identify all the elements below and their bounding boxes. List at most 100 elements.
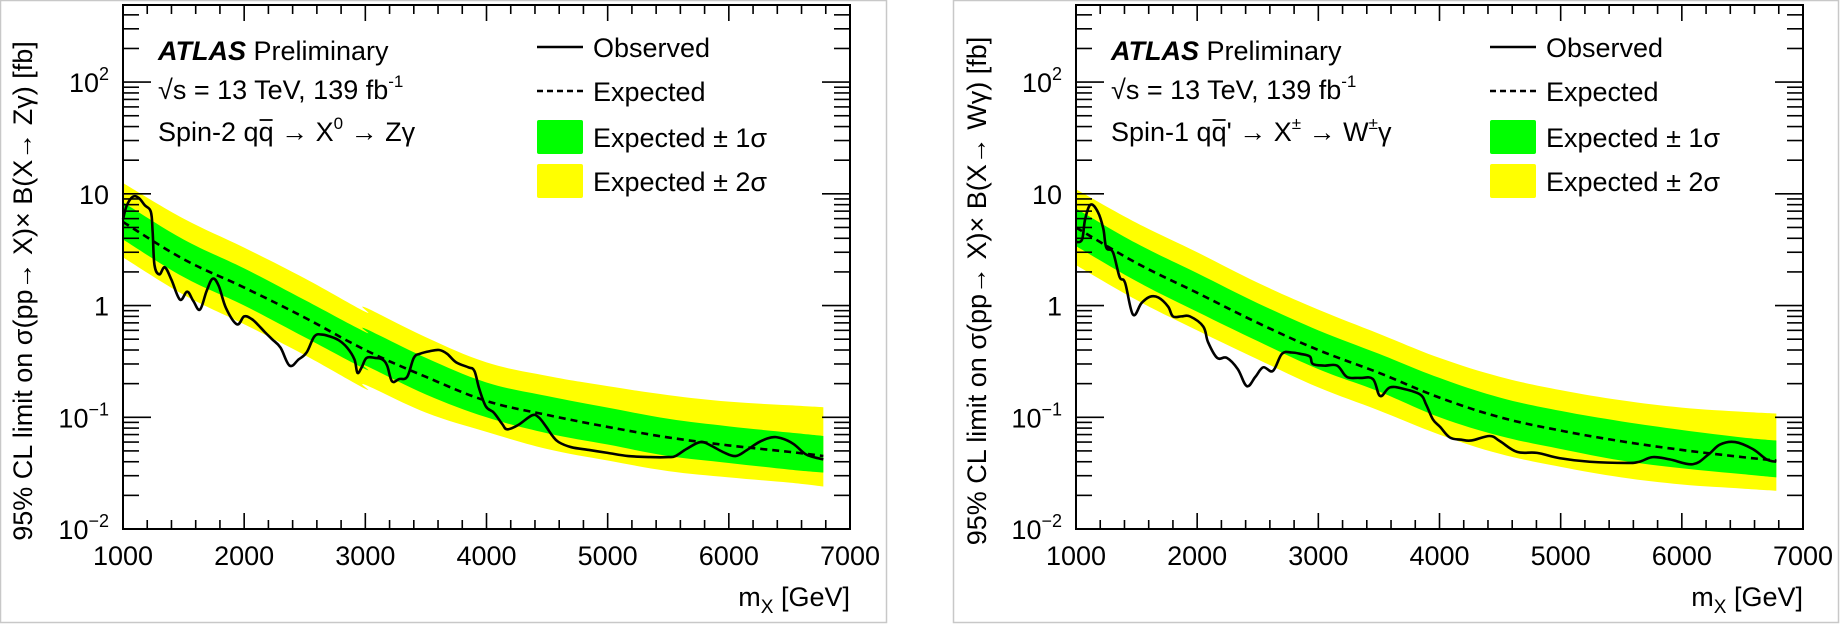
lines-layer [121,194,824,461]
panel-border [0,0,888,624]
y-tick-label: 102 [69,64,109,98]
process-arrow: → X [274,117,334,147]
y-tick-exponent: −2 [1041,511,1062,531]
atlas-label: ATLAS Preliminary [157,36,389,66]
legend: Observed Expected Expected ± 1σ Expected ± … [537,33,767,198]
y-tick-label: 10−2 [58,511,109,545]
legend-label: Observed [593,33,710,63]
labels-layer: 1000 2000 3000 4000 5000 6000 700010−210−11101… [8,33,880,618]
legend-label: Expected ± 1σ [1546,123,1720,153]
y-tick-exponent: 2 [1052,64,1062,84]
x-tick-label: 4000 [456,541,516,571]
energy-lumi-text: √s = 13 TeV, 139 fb [1111,75,1341,105]
observed-line [121,194,824,461]
atlas-experiment: ATLAS [1110,36,1199,66]
x-tick-label: 5000 [1531,541,1591,571]
lumi-exponent: -1 [388,72,403,91]
process-arrow: ' → X [1227,117,1292,147]
left-plot-panel: 1000 2000 3000 4000 5000 6000 700010−210−11101… [0,0,888,624]
x-axis-title: mX [GeV] [1691,582,1803,618]
process-final: → W [1301,117,1369,147]
axes-layer [122,4,851,530]
x-tick-label: 4000 [1409,541,1469,571]
legend-2sigma-swatch [537,164,583,198]
y-tick-base: 10 [58,403,88,433]
y-tick-base: 10 [1011,515,1041,545]
x-tick-label: 2000 [214,541,274,571]
process-w-charge: ± [1369,114,1378,133]
process-text: Spin-2 q [158,117,259,147]
legend-2sigma-swatch [1490,164,1536,198]
atlas-status: Preliminary [246,36,389,66]
x-axis-title-unit: [GeV] [773,582,850,612]
legend: Observed Expected Expected ± 1σ Expected ± … [1490,33,1720,198]
y-tick-base: 10 [58,515,88,545]
atlas-status: Preliminary [1199,36,1342,66]
band-1sigma [1076,208,1777,478]
process-label: Spin-2 qq → X0 → Zγ [158,114,416,147]
process-qbar: q [1212,117,1227,147]
x-tick-label: 5000 [578,541,638,571]
y-tick-base: 1 [94,292,109,322]
process-text: Spin-1 q [1111,117,1212,147]
legend-label: Expected ± 2σ [593,167,767,197]
x-axis-title-unit: [GeV] [1726,582,1803,612]
right-plot-panel: 1000 2000 3000 4000 5000 6000 700010−210−11101… [952,0,1840,624]
x-axis-title-sub: X [761,597,774,618]
y-tick-base: 10 [1011,403,1041,433]
x-tick-label: 1000 [1046,541,1106,571]
legend-label: Observed [1546,33,1663,63]
y-tick-label: 10 [1032,180,1062,210]
x-tick-label: 3000 [1288,541,1348,571]
x-axis-title-m: m [738,582,761,612]
x-tick-label: 7000 [1773,541,1833,571]
energy-lumi-label: √s = 13 TeV, 139 fb-1 [158,72,403,105]
x-tick-label: 1000 [93,541,153,571]
process-final: → Zγ [343,117,415,147]
energy-lumi-text: √s = 13 TeV, 139 fb [158,75,388,105]
y-tick-exponent: −1 [1041,399,1062,419]
expected-line [1075,226,1777,462]
energy-lumi-label: √s = 13 TeV, 139 fb-1 [1111,72,1356,105]
y-tick-label: 1 [1047,292,1062,322]
observed-line [1075,203,1777,466]
y-tick-exponent: −1 [88,399,109,419]
y-tick-label: 10 [79,180,109,210]
x-axis-title: mX [GeV] [738,582,850,618]
y-tick-base: 10 [69,68,99,98]
y-tick-exponent: 2 [99,64,109,84]
atlas-label: ATLAS Preliminary [1110,36,1342,66]
axes-layer [1075,4,1804,530]
y-tick-label: 1 [94,292,109,322]
y-tick-exponent: −2 [88,511,109,531]
y-tick-base: 10 [1032,180,1062,210]
y-axis-title: 95% CL limit on σ(pp→ X)× B(X→ Zγ) [fb] [8,41,38,541]
y-tick-base: 10 [1022,68,1052,98]
band-2sigma [123,183,824,487]
x-tick-label: 7000 [820,541,880,571]
y-tick-base: 1 [1047,292,1062,322]
atlas-experiment: ATLAS [157,36,246,66]
x-tick-label: 3000 [335,541,395,571]
x-tick-label: 2000 [1167,541,1227,571]
y-axis-title: 95% CL limit on σ(pp→ X)× B(X→ Wγ) [fb] [962,37,992,546]
process-charge: 0 [334,114,343,133]
process-qbar: q [259,117,274,147]
legend-label: Expected ± 2σ [1546,167,1720,197]
lines-layer [1075,203,1777,466]
bands-layer [1076,189,1777,491]
labels-layer: 1000 2000 3000 4000 5000 6000 700010−210−11101… [962,33,1833,618]
x-axis-title-sub: X [1714,597,1727,618]
x-tick-label: 6000 [699,541,759,571]
band-2sigma [1076,189,1777,491]
y-tick-label: 10−2 [1011,511,1062,545]
legend-label: Expected [1546,77,1659,107]
y-tick-label: 10−1 [1011,399,1062,433]
y-tick-label: 10−1 [58,399,109,433]
x-tick-label: 6000 [1652,541,1712,571]
y-tick-base: 10 [79,180,109,210]
legend-1sigma-swatch [537,120,583,154]
process-label: Spin-1 qq' → X± → W±γ [1111,114,1392,147]
lumi-exponent: -1 [1341,72,1356,91]
